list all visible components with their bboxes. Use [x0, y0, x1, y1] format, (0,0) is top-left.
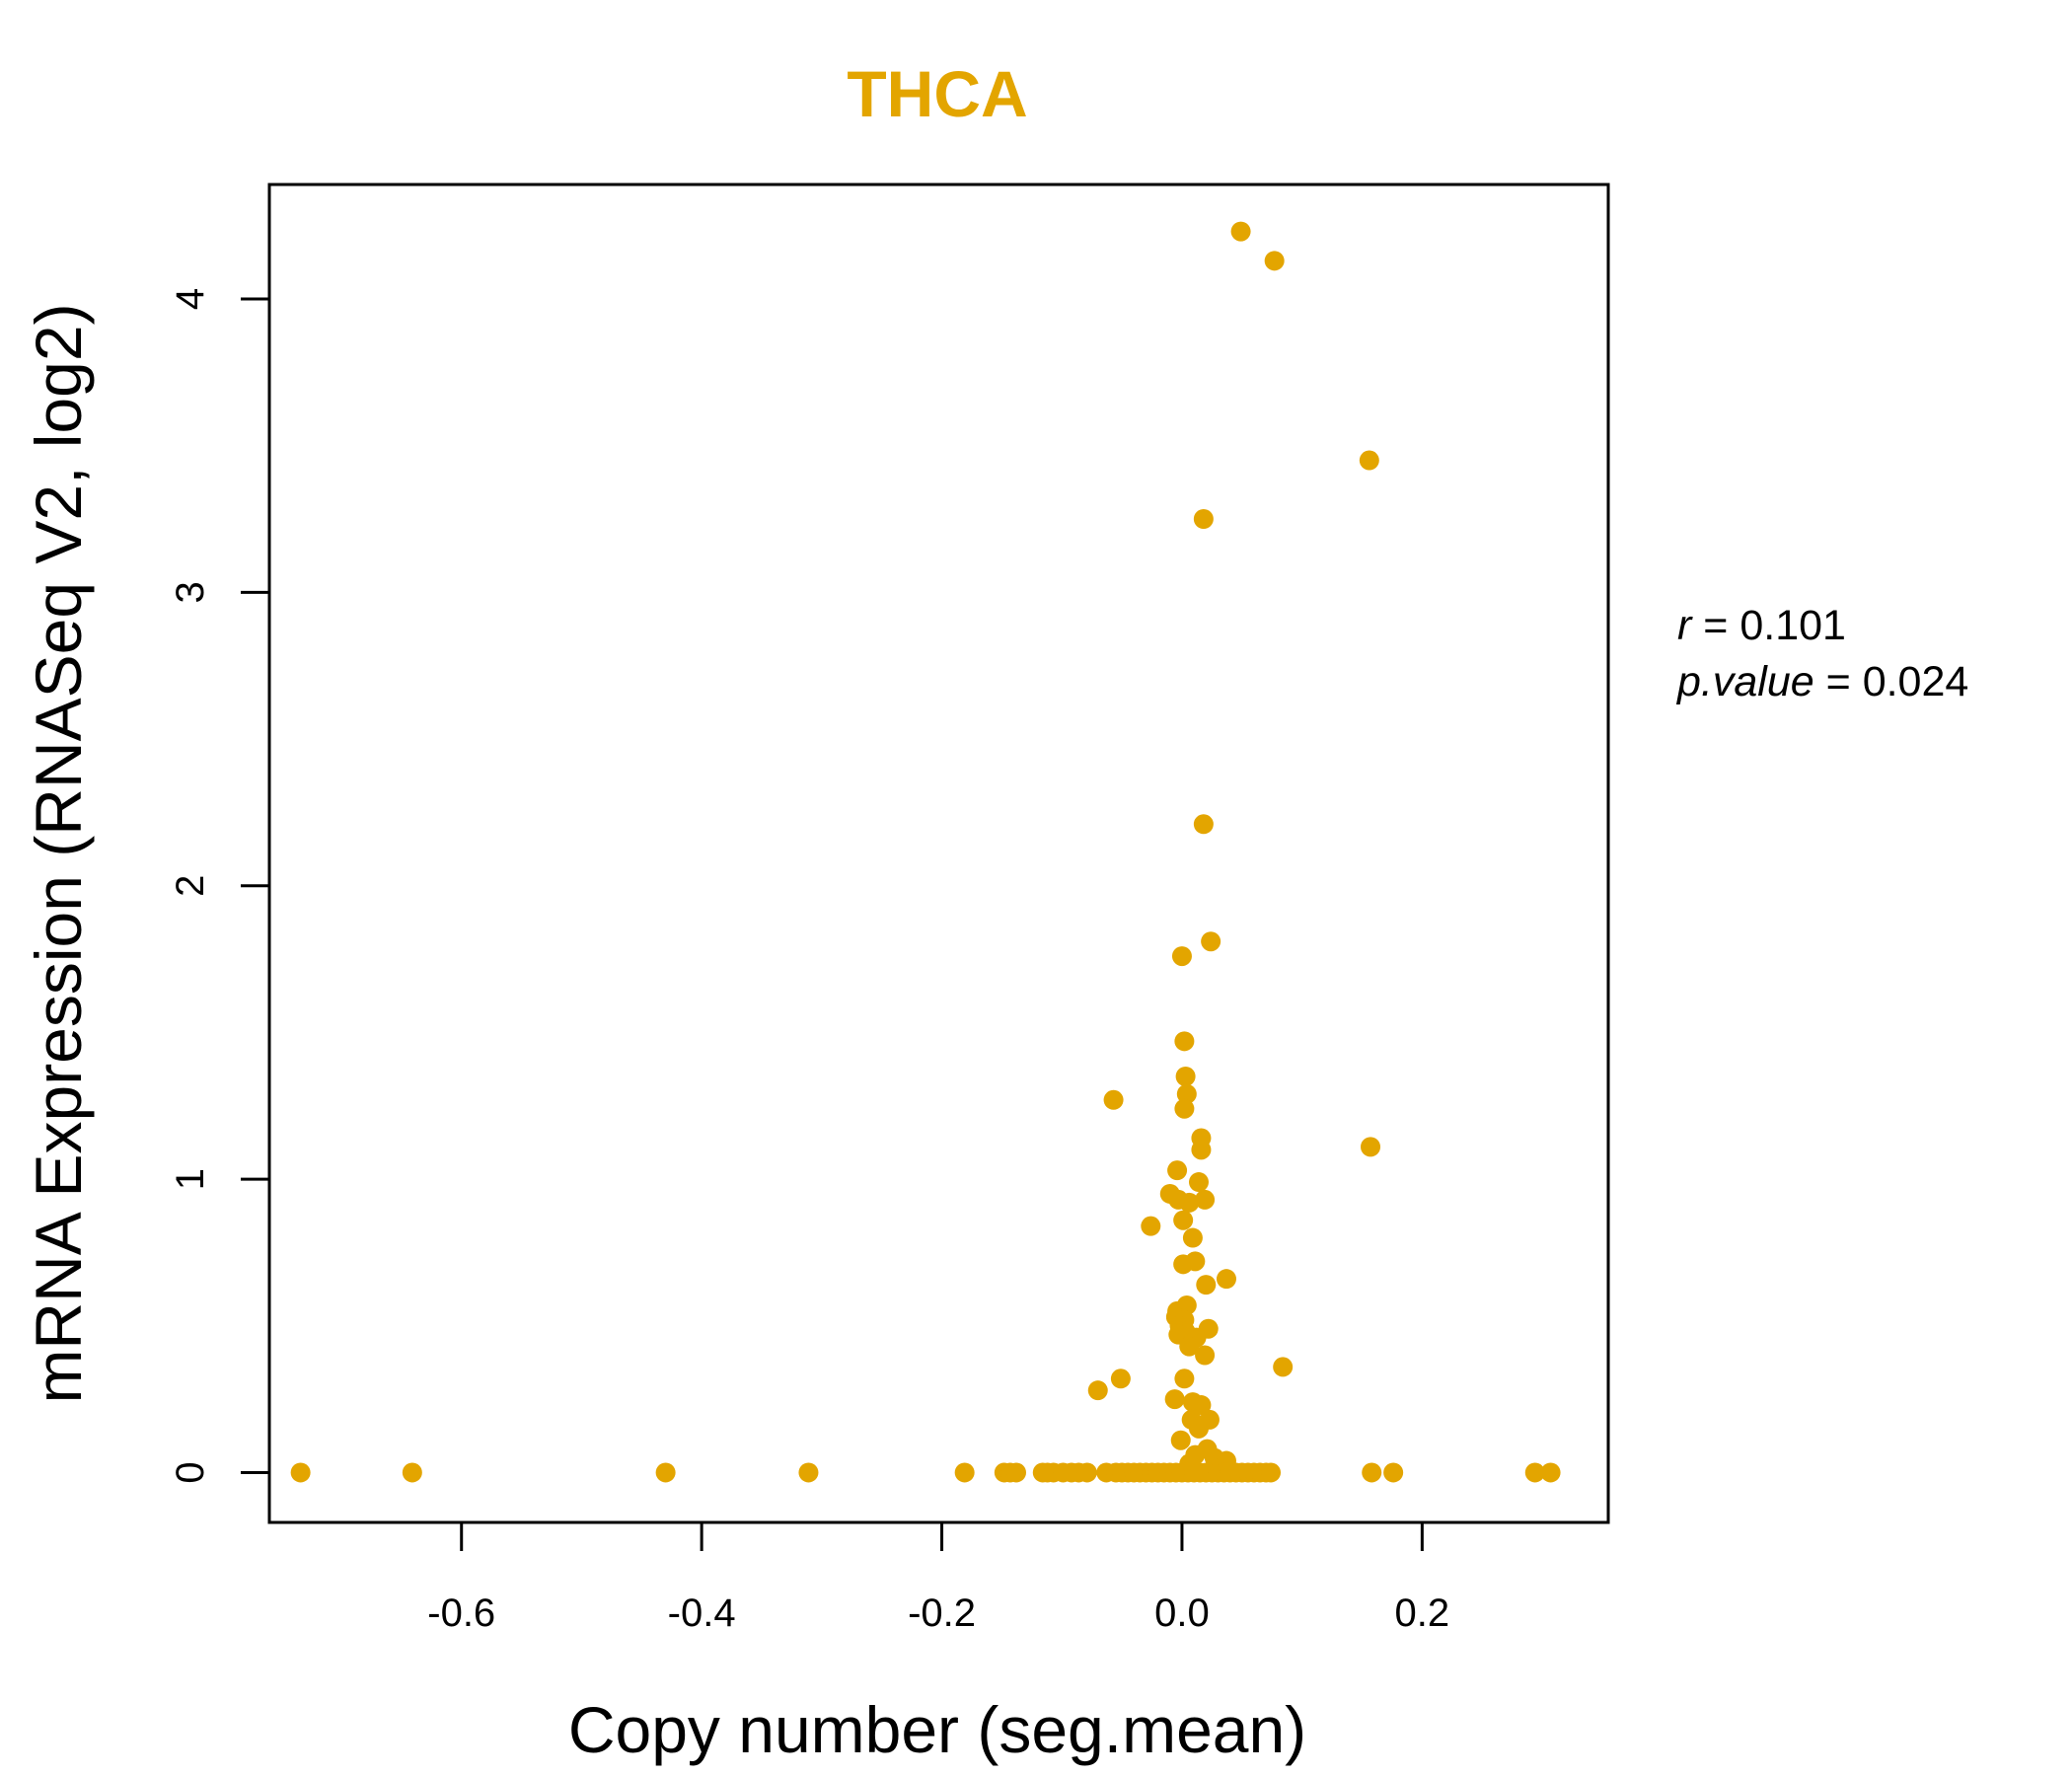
data-point [1191, 1395, 1212, 1416]
y-tick-label: 2 [169, 875, 212, 897]
data-point [1087, 1380, 1108, 1401]
data-point [1540, 1462, 1561, 1483]
data-point [1216, 1269, 1236, 1290]
data-point [1173, 1254, 1194, 1275]
data-point [402, 1462, 422, 1483]
data-point [1273, 1357, 1294, 1377]
x-axis-label: Copy number (seg.mean) [568, 1693, 1306, 1766]
data-point [1195, 1189, 1216, 1210]
pvalue-annotation: p.value = 0.024 [1675, 658, 1968, 705]
data-point [1110, 1369, 1131, 1389]
data-point [1359, 450, 1379, 471]
p-equals: = [1814, 658, 1863, 705]
data-point [1174, 1369, 1195, 1389]
data-point [1174, 1098, 1195, 1119]
y-tick-label: 4 [169, 288, 212, 310]
x-tick-label: -0.4 [668, 1591, 736, 1635]
x-tick-label: -0.6 [427, 1591, 495, 1635]
data-point [1196, 1275, 1217, 1295]
data-point [1173, 1210, 1194, 1230]
y-tick-label: 3 [169, 581, 212, 603]
data-point [1176, 1083, 1197, 1104]
data-point [1005, 1462, 1026, 1483]
data-point [798, 1462, 819, 1483]
data-point [1175, 1067, 1196, 1086]
data-point [290, 1462, 311, 1483]
y-tick-label: 0 [169, 1461, 212, 1483]
data-point [1201, 931, 1221, 952]
data-point [1141, 1216, 1161, 1236]
data-point [1195, 1345, 1216, 1366]
correlation-annotation: r = 0.101 [1677, 602, 1846, 649]
x-axis: -0.6 -0.4 -0.2 0.0 0.2 [427, 1520, 1450, 1635]
data-point [1171, 946, 1192, 967]
data-point [1524, 1462, 1545, 1483]
p-value: 0.024 [1863, 658, 1969, 705]
data-point [1179, 1336, 1200, 1357]
data-point [1103, 1089, 1124, 1110]
data-point [1179, 1192, 1200, 1213]
data-point [1193, 509, 1214, 529]
data-point [1188, 1172, 1209, 1193]
data-points [290, 221, 1561, 1483]
x-tick-label: 0.2 [1395, 1591, 1450, 1635]
x-tick-label: 0.0 [1154, 1591, 1210, 1635]
data-point [1188, 1418, 1209, 1439]
data-point [1383, 1462, 1404, 1483]
data-point [1170, 1430, 1191, 1450]
r-value: 0.101 [1739, 602, 1846, 649]
data-point [1264, 251, 1285, 271]
y-axis-label: mRNA Expression (RNASeq V2, log2) [22, 303, 95, 1403]
data-point [1362, 1462, 1382, 1483]
y-tick-label: 1 [169, 1168, 212, 1190]
y-axis: 0 1 2 3 4 [169, 288, 271, 1484]
data-point [655, 1462, 676, 1483]
data-point [1174, 1031, 1195, 1052]
data-point [1261, 1462, 1282, 1483]
x-tick-label: -0.2 [908, 1591, 976, 1635]
data-point [1191, 1140, 1212, 1160]
data-point [1164, 1389, 1185, 1410]
data-point [1193, 814, 1214, 835]
chart-title: THCA [847, 57, 1027, 130]
data-point [1167, 1160, 1188, 1181]
p-symbol: p.value [1675, 658, 1814, 705]
data-point [1361, 1137, 1381, 1157]
r-symbol: r [1677, 602, 1693, 649]
data-point [1182, 1227, 1203, 1248]
data-point [1230, 221, 1251, 242]
r-equals: = [1691, 602, 1739, 649]
data-point [1076, 1462, 1097, 1483]
data-point [954, 1462, 975, 1483]
